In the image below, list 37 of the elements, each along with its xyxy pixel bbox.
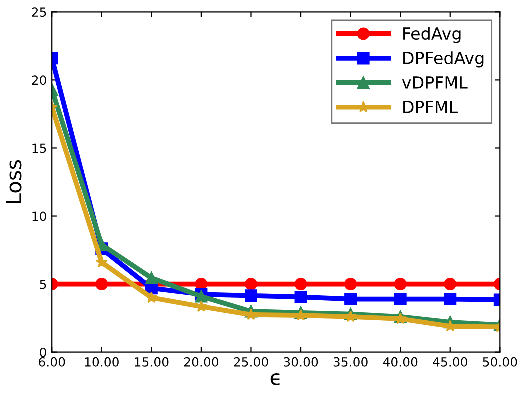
x-tick-label: 10.00 xyxy=(85,357,119,367)
x-tick-label: 40.00 xyxy=(383,357,418,367)
point xyxy=(294,290,308,304)
x-tick-label: 30.00 xyxy=(284,357,318,367)
point xyxy=(146,292,158,304)
y-axis-title: Loss xyxy=(6,160,22,204)
y-tick-label: 20 xyxy=(32,76,46,86)
y-tick-label: 5 xyxy=(40,280,46,290)
y-tick-label: 10 xyxy=(32,212,46,222)
x-tick-label: 6.00 xyxy=(39,357,66,367)
y-tick-label: 15 xyxy=(32,144,46,154)
y-tick-label: 0 xyxy=(40,348,46,358)
x-tick-label: 50.00 xyxy=(483,357,518,367)
x-tick-label: 45.00 xyxy=(433,357,468,367)
legend-label: DPFML xyxy=(404,101,458,114)
point xyxy=(96,278,108,291)
x-tick-label: 20.00 xyxy=(184,357,219,367)
point xyxy=(394,278,407,291)
point xyxy=(295,309,307,321)
point xyxy=(294,278,308,291)
x-axis-title: ϵ xyxy=(270,373,280,386)
x-tick-label: 25.00 xyxy=(234,357,268,367)
point xyxy=(244,278,258,291)
point xyxy=(444,293,457,306)
legend-label: vDPFML xyxy=(402,76,468,89)
y-tick-label: 25 xyxy=(32,8,46,18)
x-tick-label: 15.00 xyxy=(135,357,169,367)
point xyxy=(145,272,158,284)
point xyxy=(344,293,358,306)
point xyxy=(96,256,108,268)
point xyxy=(344,278,358,291)
legend-label: FedAvg xyxy=(404,27,461,44)
x-tick-label: 35.00 xyxy=(334,357,368,367)
point xyxy=(394,293,407,306)
point xyxy=(244,290,258,302)
legend-label: DPFedAvg xyxy=(404,52,484,68)
point xyxy=(444,278,457,291)
